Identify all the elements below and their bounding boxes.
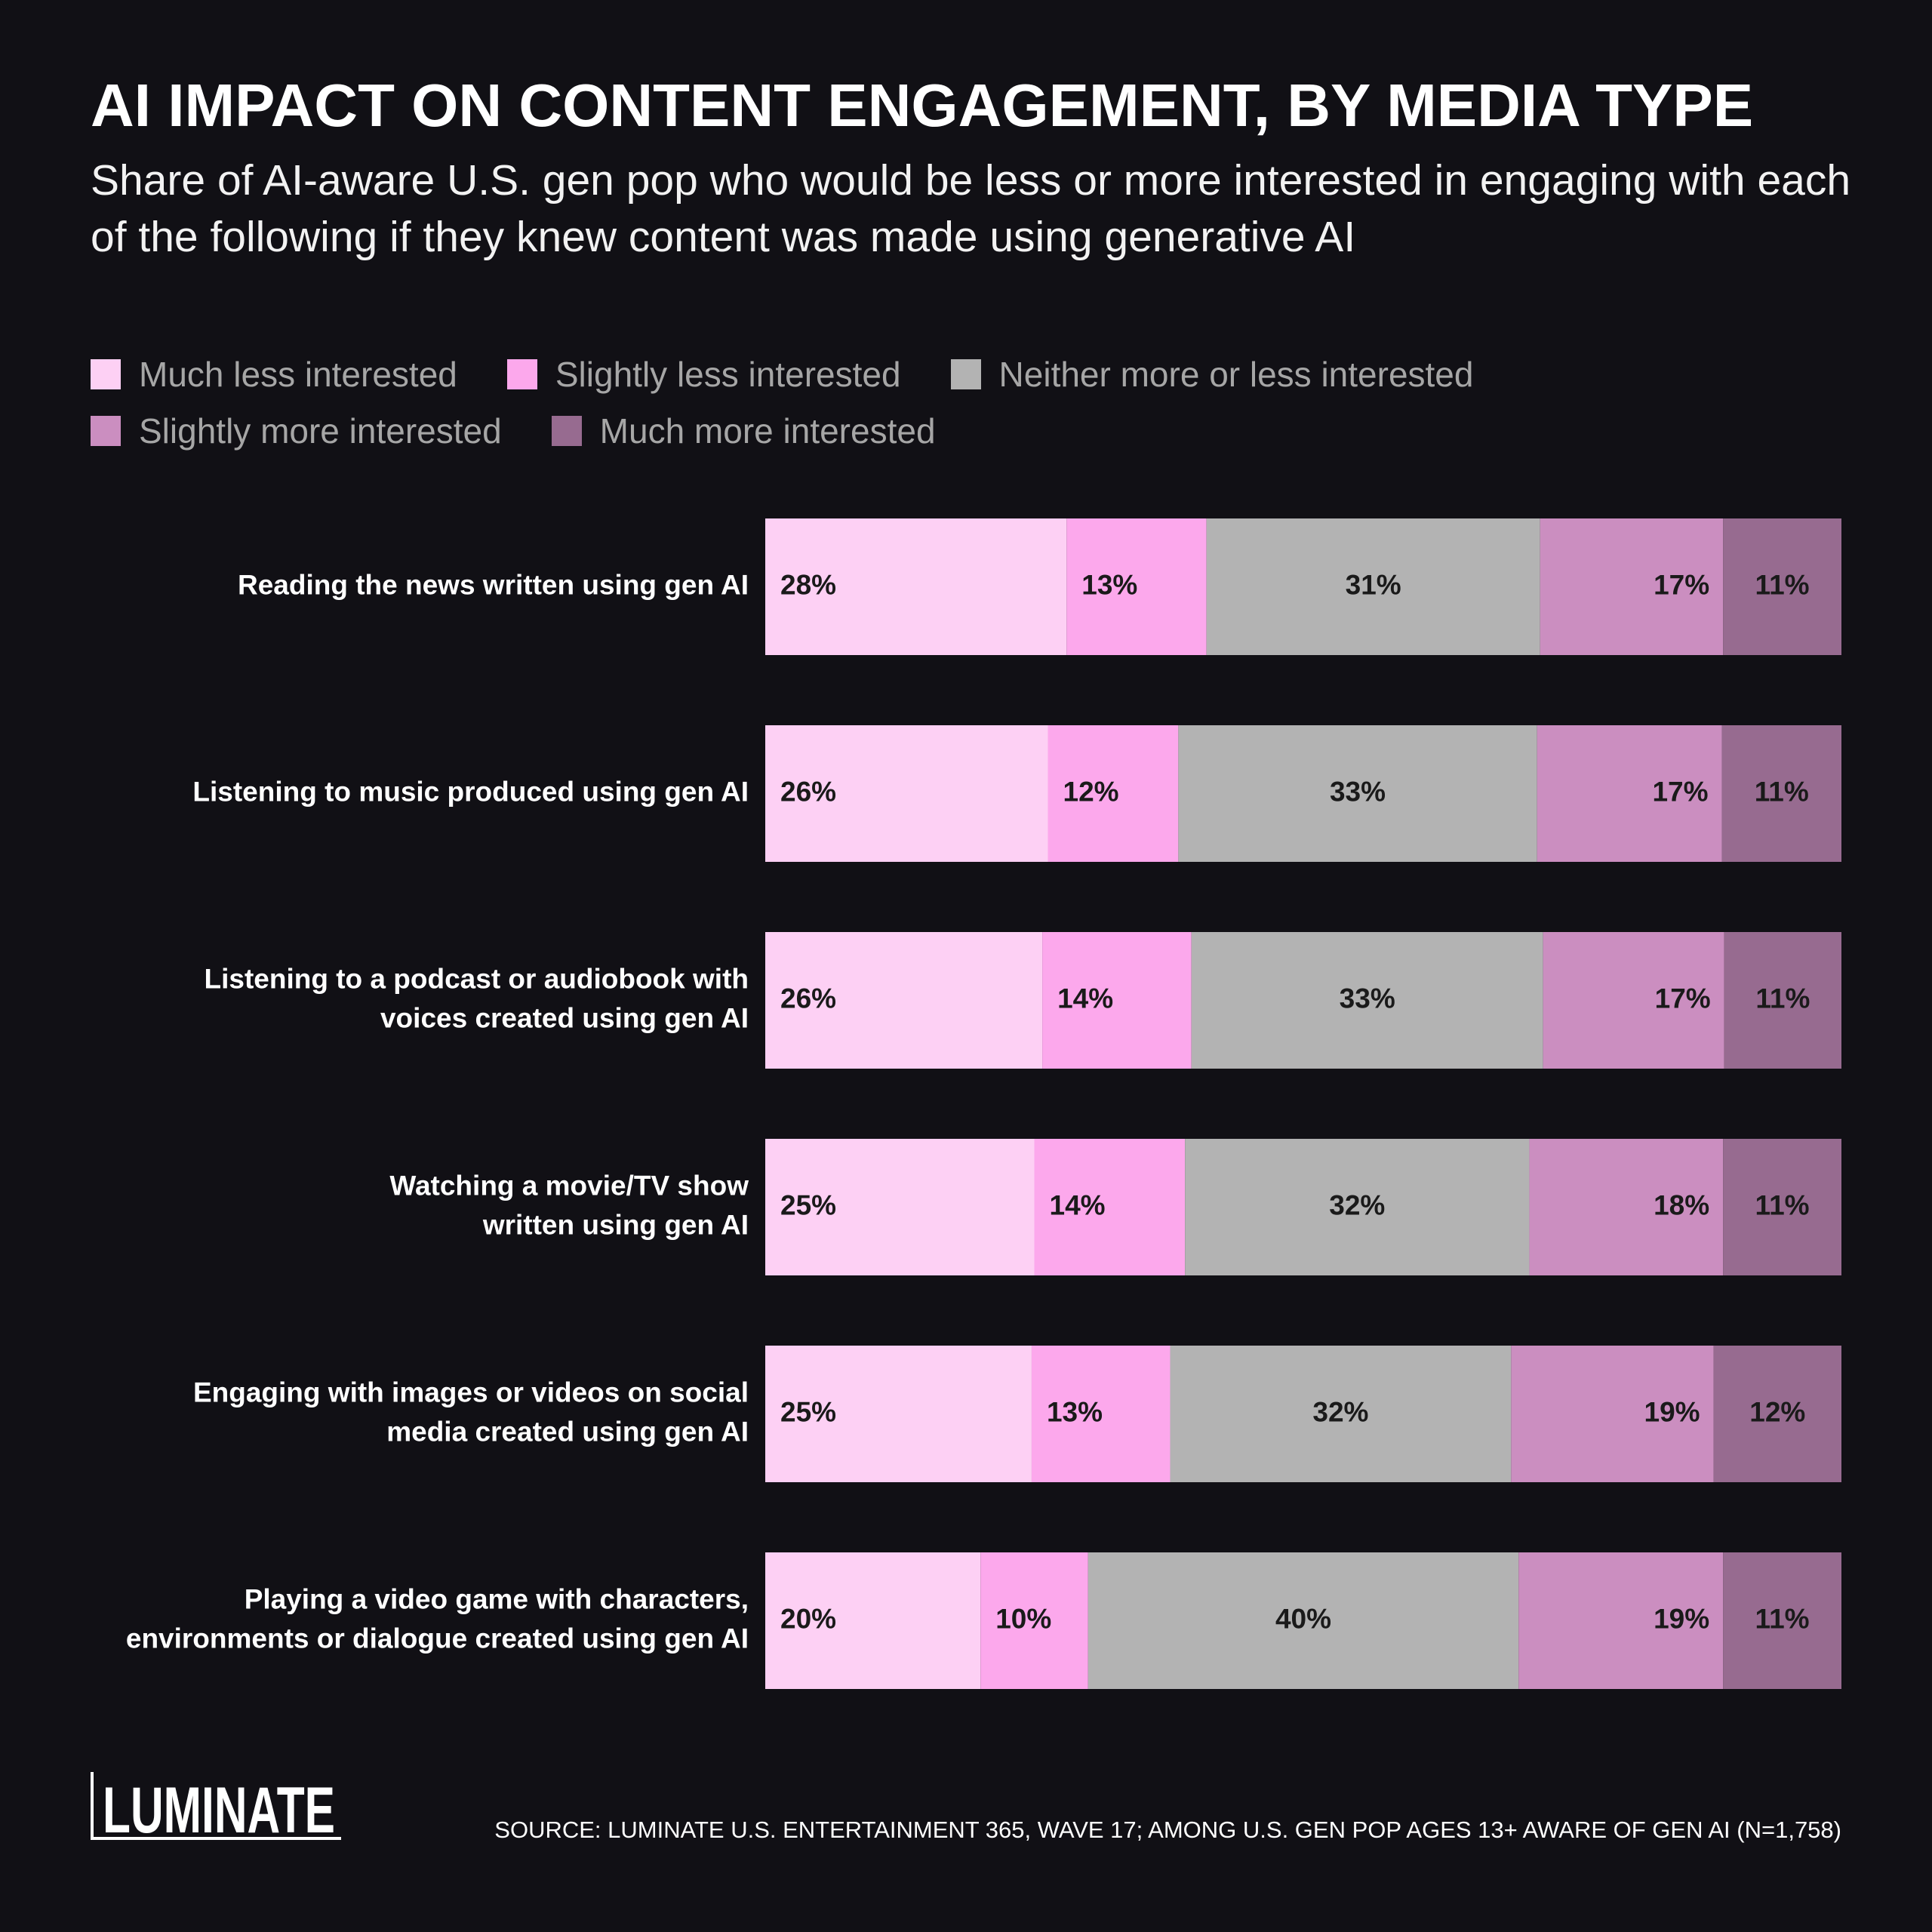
data-label: 11% — [1755, 983, 1810, 1014]
data-label: 17% — [1652, 776, 1708, 807]
bar-segment — [1723, 518, 1841, 655]
chart-subtitle: Share of AI-aware U.S. gen pop who would… — [91, 156, 1851, 261]
data-label: 13% — [1081, 569, 1137, 600]
category-label: Watching a movie/TV show — [389, 1170, 749, 1201]
data-label: 14% — [1057, 983, 1113, 1014]
data-label: 32% — [1329, 1189, 1385, 1220]
bar-segment — [765, 1139, 1035, 1275]
legend-label: Slightly less interested — [555, 354, 901, 394]
legend-swatch — [950, 358, 981, 389]
category-label: media created using gen AI — [386, 1416, 749, 1447]
data-label: 11% — [1755, 1189, 1810, 1220]
bar-segment — [1518, 1552, 1724, 1689]
category-label: written using gen AI — [482, 1209, 749, 1240]
bar-segment — [1724, 932, 1841, 1069]
data-label: 19% — [1644, 1396, 1700, 1427]
data-label: 31% — [1346, 569, 1401, 600]
bar-segment — [1206, 518, 1540, 655]
legend-swatch — [91, 415, 121, 446]
chart-legend: Much less interested Slightly less intere… — [91, 346, 1826, 459]
bar-segment — [1066, 518, 1207, 655]
data-label: 17% — [1654, 569, 1709, 600]
bar-segment — [1178, 725, 1537, 862]
bar-segment — [1170, 1346, 1512, 1482]
bar-segment — [1042, 932, 1192, 1069]
legend-label: Slightly more interested — [139, 411, 502, 451]
bar-segment — [1088, 1552, 1519, 1689]
legend-row: Slightly more interested Much more intere… — [91, 402, 1826, 459]
bar-segment — [765, 518, 1067, 655]
data-label: 32% — [1312, 1396, 1368, 1427]
legend-swatch — [506, 358, 537, 389]
legend-item: Much less interested — [91, 354, 457, 395]
data-label: 26% — [780, 776, 836, 807]
legend-item: Slightly more interested — [91, 411, 502, 451]
legend-swatch — [551, 415, 582, 446]
data-label: 12% — [1063, 776, 1119, 807]
data-label: 25% — [780, 1396, 836, 1427]
category-label: Reading the news written using gen AI — [238, 569, 749, 600]
bar-segment — [765, 1346, 1032, 1482]
data-label: 12% — [1749, 1396, 1805, 1427]
legend-label: Much more interested — [599, 411, 936, 451]
bar-segment — [1511, 1346, 1714, 1482]
bar-segment — [1034, 1139, 1186, 1275]
bar-segment — [1191, 932, 1543, 1069]
legend-item: Slightly less interested — [506, 354, 901, 395]
bar-segment — [1048, 725, 1179, 862]
data-label: 13% — [1047, 1396, 1103, 1427]
category-label: Listening to a podcast or audiobook with — [205, 963, 749, 994]
bar-segment — [1185, 1139, 1530, 1275]
data-label: 18% — [1654, 1189, 1709, 1220]
category-label: environments or dialogue created using g… — [126, 1623, 749, 1654]
category-label: Engaging with images or videos on social — [193, 1377, 749, 1407]
bar-segment — [1723, 1139, 1841, 1275]
data-label: 33% — [1340, 983, 1395, 1014]
category-label: voices created using gen AI — [380, 1002, 749, 1033]
category-label: Listening to music produced using gen AI — [192, 776, 749, 807]
bar-segment — [1713, 1346, 1841, 1482]
data-label: 11% — [1755, 776, 1809, 807]
category-label: Playing a video game with characters, — [245, 1583, 749, 1614]
bar-segment — [1543, 932, 1724, 1069]
data-label: 20% — [780, 1603, 836, 1634]
chart-title: AI IMPACT ON CONTENT ENGAGEMENT, BY MEDI… — [91, 72, 1754, 139]
legend-item: Much more interested — [551, 411, 936, 451]
legend-row: Much less interested Slightly less intere… — [91, 346, 1826, 402]
legend-swatch — [91, 358, 121, 389]
data-label: 10% — [995, 1603, 1051, 1634]
source-note: SOURCE: LUMINATE U.S. ENTERTAINMENT 365,… — [494, 1817, 1841, 1843]
logo-text: LUMINATE — [103, 1774, 335, 1841]
data-label: 28% — [780, 569, 836, 600]
bar-segment — [1721, 725, 1841, 862]
legend-label: Neither more or less interested — [998, 354, 1474, 394]
data-label: 14% — [1050, 1189, 1106, 1220]
data-label: 11% — [1755, 1603, 1810, 1634]
bar-segment — [1540, 518, 1724, 655]
bar-segment — [765, 725, 1048, 862]
bar-segment — [1031, 1346, 1171, 1482]
bar-segment — [1529, 1139, 1724, 1275]
bar-segment — [765, 1552, 981, 1689]
data-label: 11% — [1755, 569, 1810, 600]
legend-label: Much less interested — [139, 354, 457, 394]
bar-segment — [980, 1552, 1088, 1689]
data-label: 40% — [1275, 1603, 1331, 1634]
data-label: 25% — [780, 1189, 836, 1220]
luminate-logo: LUMINATE — [91, 1772, 341, 1841]
data-label: 17% — [1655, 983, 1711, 1014]
data-label: 19% — [1654, 1603, 1709, 1634]
legend-item: Neither more or less interested — [950, 354, 1474, 395]
bar-segment — [1723, 1552, 1841, 1689]
data-label: 33% — [1330, 776, 1386, 807]
bar-segment — [765, 932, 1043, 1069]
data-label: 26% — [780, 983, 836, 1014]
stacked-bar-chart: Reading the news written using gen AI 28%… — [126, 518, 1841, 1689]
bar-segment — [1537, 725, 1722, 862]
